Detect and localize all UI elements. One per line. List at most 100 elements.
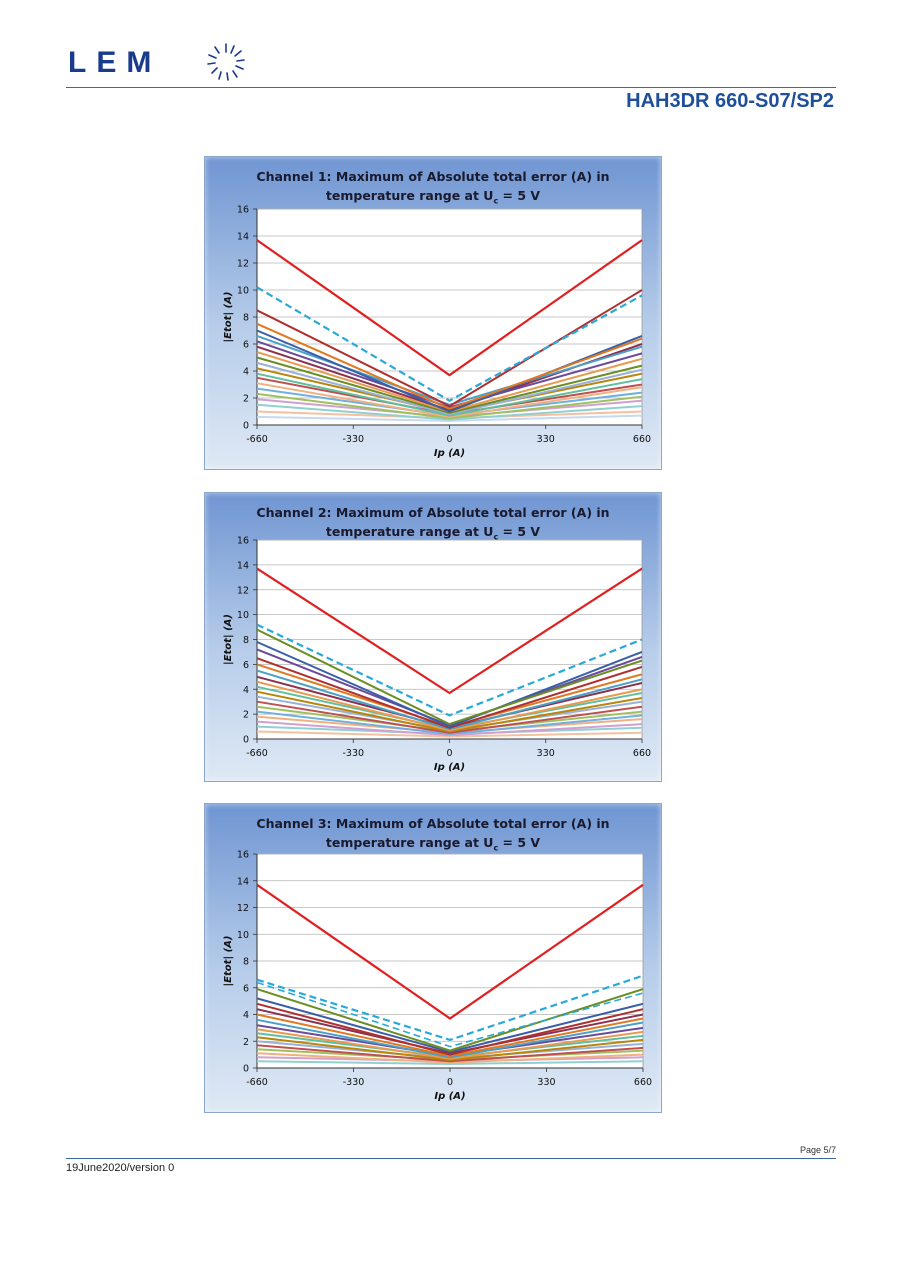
logo-wordmark: LEM	[68, 46, 162, 79]
series-line	[256, 382, 643, 418]
version-text: 19June2020/version 0	[66, 1162, 175, 1174]
x-tick-label: -660	[246, 434, 268, 445]
series-line	[256, 997, 644, 1053]
y-tick-label: 0	[243, 1064, 249, 1075]
page-number: Page 5/7	[799, 1145, 836, 1155]
header-divider	[66, 87, 836, 88]
y-tick-label: 12	[237, 259, 249, 270]
y-tick-label: 4	[243, 367, 249, 378]
series-line	[256, 1002, 644, 1056]
series-line	[256, 361, 643, 416]
series-line	[256, 988, 644, 1052]
plot-area-channel-1: 0 2 4 6 8 10 12 14 16 -660 -330 0 330 660 Ip (A) |Etot|…	[223, 205, 651, 460]
x-tick-label: -660	[246, 1077, 268, 1088]
series-line	[256, 392, 643, 420]
series-line	[256, 1008, 644, 1055]
chart-title-line2: temperature range at Uc = 5 V	[325, 835, 541, 853]
series-line	[256, 720, 643, 737]
series-line	[256, 657, 643, 729]
y-tick-label: 16	[237, 850, 249, 861]
x-tick-label: 330	[537, 748, 555, 759]
series-line	[256, 1060, 644, 1066]
x-tick-label: 660	[633, 434, 651, 445]
series-line	[256, 1036, 644, 1062]
y-tick-label: 0	[243, 421, 249, 432]
series-line	[256, 1018, 644, 1059]
y-tick-label: 14	[237, 232, 249, 243]
y-tick-label: 10	[237, 610, 249, 621]
y-axis-label: |Etot| (A)	[223, 614, 234, 665]
y-tick-label: 4	[243, 685, 249, 696]
chart-title: Channel 3: Maximum of Absolute total err…	[205, 814, 661, 858]
x-axis-label: Ip (A)	[434, 1091, 465, 1102]
y-tick-label: 10	[237, 286, 249, 297]
y-tick-label: 2	[243, 394, 249, 405]
series-line	[256, 628, 643, 726]
y-tick-label: 6	[243, 340, 249, 351]
series-line	[256, 669, 643, 731]
series-line	[256, 1052, 644, 1064]
series-line	[256, 414, 643, 422]
series-line	[256, 356, 643, 414]
x-tick-label: 330	[537, 1077, 555, 1088]
x-tick-label: 660	[633, 748, 651, 759]
y-tick-label: 8	[243, 957, 249, 968]
series-line	[256, 648, 643, 727]
series-line	[256, 641, 643, 728]
series-line	[256, 372, 643, 417]
series-line	[256, 974, 644, 1042]
y-tick-label: 0	[243, 735, 249, 746]
y-tick-label: 12	[237, 585, 249, 596]
chart-title-line2: temperature range at Uc = 5 V	[325, 524, 541, 542]
series-line	[256, 690, 643, 733]
y-tick-label: 4	[243, 1010, 249, 1021]
x-tick-label: -330	[342, 748, 364, 759]
chart-channel-2: Channel 2: Maximum of Absolute total err…	[204, 492, 662, 782]
series-line	[256, 1013, 644, 1058]
lem-logo: LEM	[68, 40, 248, 84]
series-line	[256, 883, 644, 1020]
series-line	[256, 340, 643, 409]
logo-burst-icon	[207, 43, 245, 81]
plot-area-channel-3: 0 2 4 6 8 10 12 14 16 -660 -330 0 330 660 Ip (A) |Etot|…	[223, 850, 652, 1103]
y-tick-label: 10	[237, 930, 249, 941]
y-tick-label: 16	[237, 536, 249, 547]
document-title: HAH3DR 660-S07/SP2	[626, 90, 834, 112]
y-tick-label: 6	[243, 660, 249, 671]
series-line	[256, 680, 643, 732]
y-tick-label: 2	[243, 710, 249, 721]
y-tick-label: 8	[243, 635, 249, 646]
footer-divider	[66, 1158, 836, 1159]
chart-channel-3: Channel 3: Maximum of Absolute total err…	[204, 803, 662, 1113]
chart-title-line1: Channel 2: Maximum of Absolute total err…	[256, 505, 610, 520]
series-line	[256, 289, 643, 408]
y-axis-label: |Etot| (A)	[223, 936, 234, 987]
x-tick-label: 0	[446, 434, 452, 445]
x-axis-label: Ip (A)	[434, 448, 465, 459]
y-tick-label: 14	[237, 876, 249, 887]
y-tick-label: 12	[237, 903, 249, 914]
y-tick-label: 2	[243, 1037, 249, 1048]
x-tick-label: -330	[343, 1077, 365, 1088]
y-tick-label: 8	[243, 313, 249, 324]
x-tick-label: -330	[342, 434, 364, 445]
y-tick-label: 6	[243, 983, 249, 994]
series-line	[256, 239, 643, 377]
series-line	[256, 1044, 644, 1063]
series-line	[256, 730, 643, 738]
series-line	[256, 322, 643, 410]
chart-title-line2: temperature range at Uc = 5 V	[325, 188, 541, 206]
chart-channel-1: Channel 1: Maximum of Absolute total err…	[204, 156, 662, 470]
y-axis-label: |Etot| (A)	[223, 292, 234, 343]
series-line	[256, 623, 643, 717]
x-tick-label: 330	[537, 434, 555, 445]
chart-title: Channel 2: Maximum of Absolute total err…	[205, 503, 661, 547]
series-line	[256, 710, 643, 736]
series-line	[256, 286, 643, 402]
plot-area-channel-2: 0 2 4 6 8 10 12 14 16 -660 -330 0 330 660 Ip (A) |Etot|…	[223, 536, 651, 774]
x-tick-label: 660	[634, 1077, 652, 1088]
y-tick-label: 16	[237, 205, 249, 216]
chart-title-line1: Channel 3: Maximum of Absolute total err…	[256, 816, 610, 831]
series-line	[256, 403, 643, 421]
x-tick-label: -660	[246, 748, 268, 759]
